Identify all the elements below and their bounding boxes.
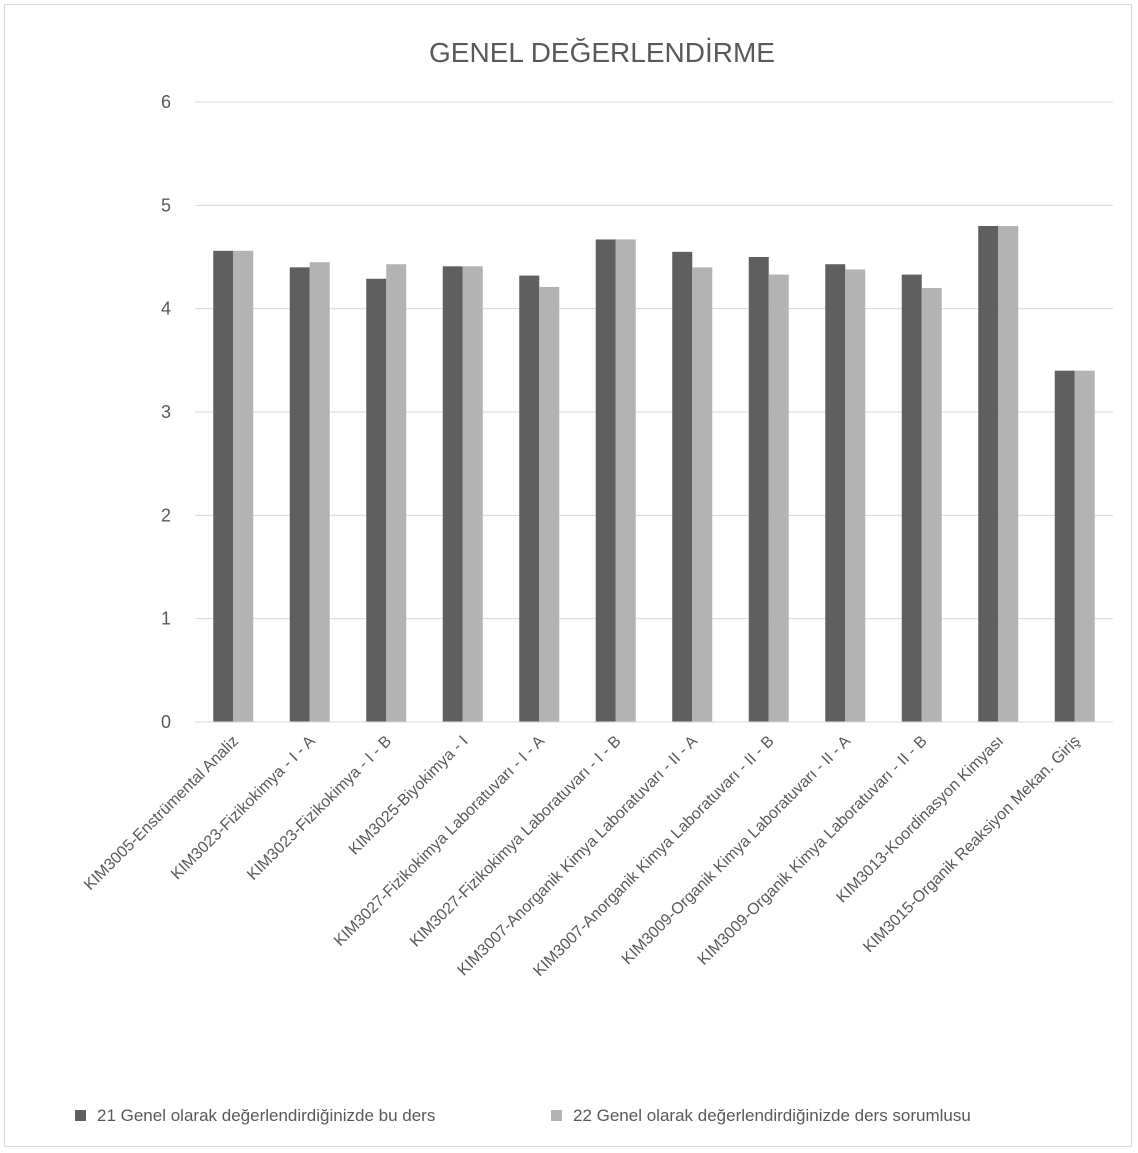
bar-series-2-category-5 <box>539 286 560 722</box>
bar-series-1-category-8 <box>748 257 769 722</box>
bar-series-2-category-6 <box>615 239 636 722</box>
bar-series-1-category-7 <box>672 251 693 723</box>
legend: 21 Genel olarak değerlendirdiğinizde bu … <box>75 1106 971 1125</box>
chart-title: GENEL DEĞERLENDİRME <box>429 37 775 68</box>
bar-series-1-category-11 <box>978 226 999 722</box>
y-tick-label: 4 <box>161 299 171 319</box>
bar-series-1-category-4 <box>442 266 463 722</box>
bar-series-2-category-2 <box>309 262 330 722</box>
legend-swatch-series-1 <box>75 1110 86 1121</box>
bar-series-2-category-9 <box>845 269 866 722</box>
y-tick-label: 6 <box>161 92 171 112</box>
bar-series-1-category-10 <box>901 274 922 722</box>
legend-label-series-1: 21 Genel olarak değerlendirdiğinizde bu … <box>97 1106 435 1125</box>
bar-series-2-category-8 <box>768 274 789 722</box>
bar-series-1-category-9 <box>825 264 846 722</box>
y-tick-label: 0 <box>161 712 171 732</box>
bar-series-1-category-12 <box>1054 370 1075 722</box>
x-category-label: KIM3023-Fizikokimya - I - B <box>244 733 395 884</box>
bars <box>213 226 1095 723</box>
gridlines <box>195 101 1113 620</box>
y-axis-ticks: 0 1 2 3 4 5 6 <box>161 92 171 732</box>
bar-series-1-category-1 <box>213 250 234 723</box>
bar-series-2-category-11 <box>998 226 1019 722</box>
bar-series-1-category-5 <box>519 275 540 722</box>
bar-series-1-category-6 <box>595 239 616 722</box>
bar-series-1-category-2 <box>289 267 310 722</box>
x-category-label: KIM3023-Fizikokimya - I - A <box>168 733 319 884</box>
bar-series-2-category-3 <box>386 264 407 722</box>
x-axis-category-labels: KIM3005-Enstrümental AnalizKIM3023-Fizik… <box>81 733 1084 980</box>
legend-swatch-series-2 <box>551 1110 562 1121</box>
bar-series-2-category-4 <box>462 266 483 722</box>
bar-series-2-category-10 <box>921 288 942 722</box>
y-tick-label: 5 <box>161 195 171 215</box>
x-category-label: KIM3005-Enstrümental Analiz <box>81 733 242 894</box>
bar-series-2-category-1 <box>233 250 254 723</box>
bar-chart: GENEL DEĞERLENDİRME 0 1 2 3 4 5 6 KIM3005-Enst… <box>75 37 1113 1125</box>
y-tick-label: 1 <box>161 609 171 629</box>
bar-series-2-category-12 <box>1074 370 1095 722</box>
x-category-label: KIM3013-Koordinasyon Kimyası <box>833 733 1007 907</box>
legend-label-series-2: 22 Genel olarak değerlendirdiğinizde der… <box>573 1106 971 1125</box>
bar-series-2-category-7 <box>692 267 713 722</box>
y-tick-label: 3 <box>161 402 171 422</box>
chart-frame: GENEL DEĞERLENDİRME 0 1 2 3 4 5 6 KIM3005-Enst… <box>4 4 1132 1147</box>
y-tick-label: 2 <box>161 505 171 525</box>
bar-series-1-category-3 <box>366 278 387 722</box>
